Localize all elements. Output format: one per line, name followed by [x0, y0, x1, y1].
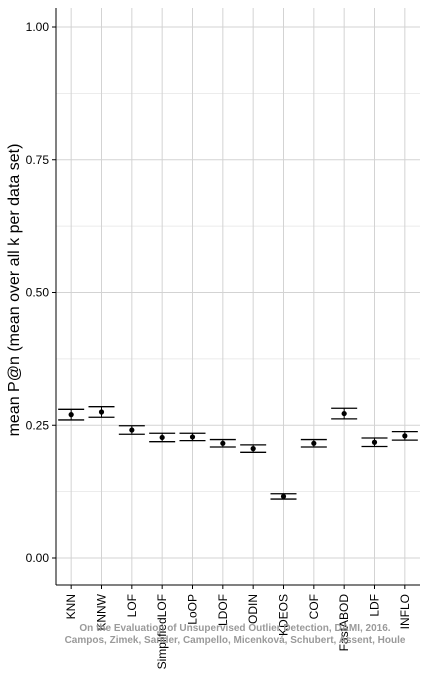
x-tick-label: KNN: [64, 594, 78, 619]
y-tick-label: 0.25: [26, 418, 50, 432]
x-tick-label: SimplifiedLOF: [155, 594, 169, 669]
y-tick-label: 1.00: [26, 20, 50, 34]
mean-point: [220, 440, 226, 446]
mean-point: [341, 410, 347, 417]
x-tick-label: KDEOS: [277, 594, 291, 636]
mean-point: [280, 493, 287, 500]
mean-point: [250, 446, 256, 452]
y-tick-label: 0.50: [26, 286, 50, 300]
x-tick-label: KNNW: [95, 593, 109, 630]
error-bars: [58, 406, 418, 500]
watermark-line-1: On the Evaluation of Unsupervised Outlie…: [79, 623, 390, 634]
x-tick-label: LOF: [125, 594, 139, 617]
x-tick-label: LoOP: [186, 594, 200, 625]
x-tick-label: FastABOD: [337, 594, 351, 652]
y-tick-label: 0.75: [26, 153, 50, 167]
x-tick-label: LDOF: [216, 594, 230, 626]
mean-point: [311, 440, 317, 446]
watermark: On the Evaluation of Unsupervised Outlie…: [65, 623, 406, 646]
grid: [56, 8, 420, 585]
mean-point: [68, 412, 74, 418]
axes: [55, 8, 420, 586]
mean-point: [129, 427, 135, 433]
mean-point: [159, 434, 165, 441]
x-ticks: KNN KNNW LOF SimplifiedLOF LoOP LDOF ODIN KDEOS…: [64, 585, 412, 669]
watermark-line-2: Campos, Zimek, Sander, Campello, Micenko…: [65, 635, 406, 646]
mean-point: [402, 433, 408, 439]
y-axis-label: mean P@n (mean over all k per data set): [6, 144, 23, 437]
y-tick-label: 0.00: [26, 551, 50, 565]
x-tick-label: INFLO: [398, 594, 412, 629]
x-tick-label: ODIN: [246, 594, 260, 624]
y-ticks: 0.00 0.25 0.50 0.75 1.00: [26, 20, 56, 565]
x-tick-label: LDF: [368, 594, 382, 617]
x-tick-label: COF: [307, 594, 321, 619]
mean-point: [98, 409, 105, 415]
mean-point: [371, 439, 378, 445]
mean-point: [189, 434, 196, 440]
